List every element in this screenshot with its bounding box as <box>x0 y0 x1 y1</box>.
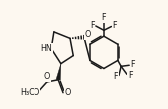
Text: F: F <box>90 21 95 30</box>
Polygon shape <box>56 64 61 80</box>
Text: F: F <box>102 13 106 22</box>
Text: O: O <box>64 88 71 97</box>
Text: H₃C: H₃C <box>20 88 35 97</box>
Text: O: O <box>33 88 39 97</box>
Text: F: F <box>114 72 118 81</box>
Text: O: O <box>44 72 50 81</box>
Text: F: F <box>112 21 117 31</box>
Text: F: F <box>130 60 135 69</box>
Text: O: O <box>84 30 90 39</box>
Text: HN: HN <box>40 43 52 53</box>
Text: F: F <box>128 71 132 80</box>
